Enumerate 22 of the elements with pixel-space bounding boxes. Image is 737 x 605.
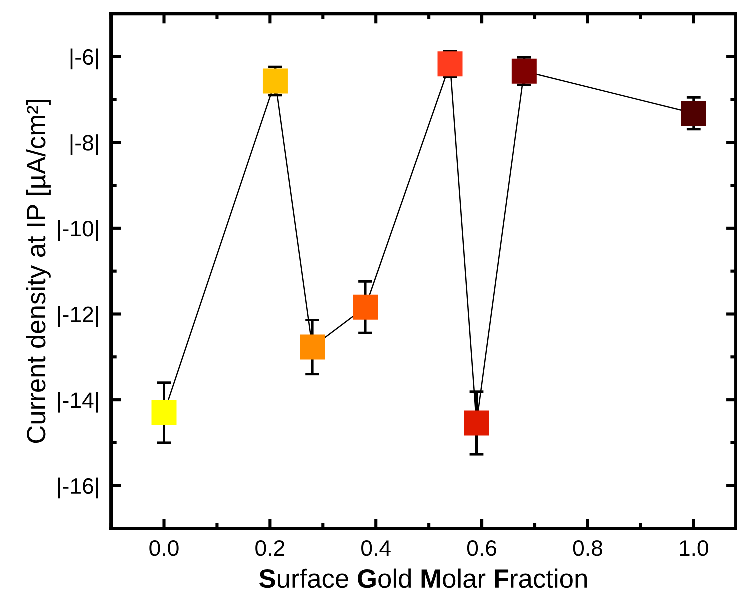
x-tick-label: 0.4 [362,540,391,556]
y-tick-label: |-10| [58,220,98,242]
y-tick-label: |-16| [58,478,98,499]
x-tick-label: 0.8 [573,540,602,556]
y-tick-label: |-12| [58,306,98,328]
x-tick-label: 0.6 [467,540,497,556]
point [262,68,288,94]
y-axis-title: Current density at IP [µA/cm²] [26,100,51,444]
y-tick-label: |-8| [70,134,98,156]
y-tick-label: |-14| [58,392,98,413]
point [353,294,378,320]
x-tick-label: 1.0 [680,540,708,556]
point [512,58,537,84]
x-tick-label: 0.0 [150,540,179,556]
point [681,100,706,126]
x-axis-title: Surface Gold Molar Fraction [259,568,587,588]
point [152,400,177,426]
x-tick-label: 0.2 [256,540,285,556]
point [300,334,326,360]
point [438,52,463,77]
point [464,410,490,436]
y-tick-label: |-6| [70,48,98,70]
